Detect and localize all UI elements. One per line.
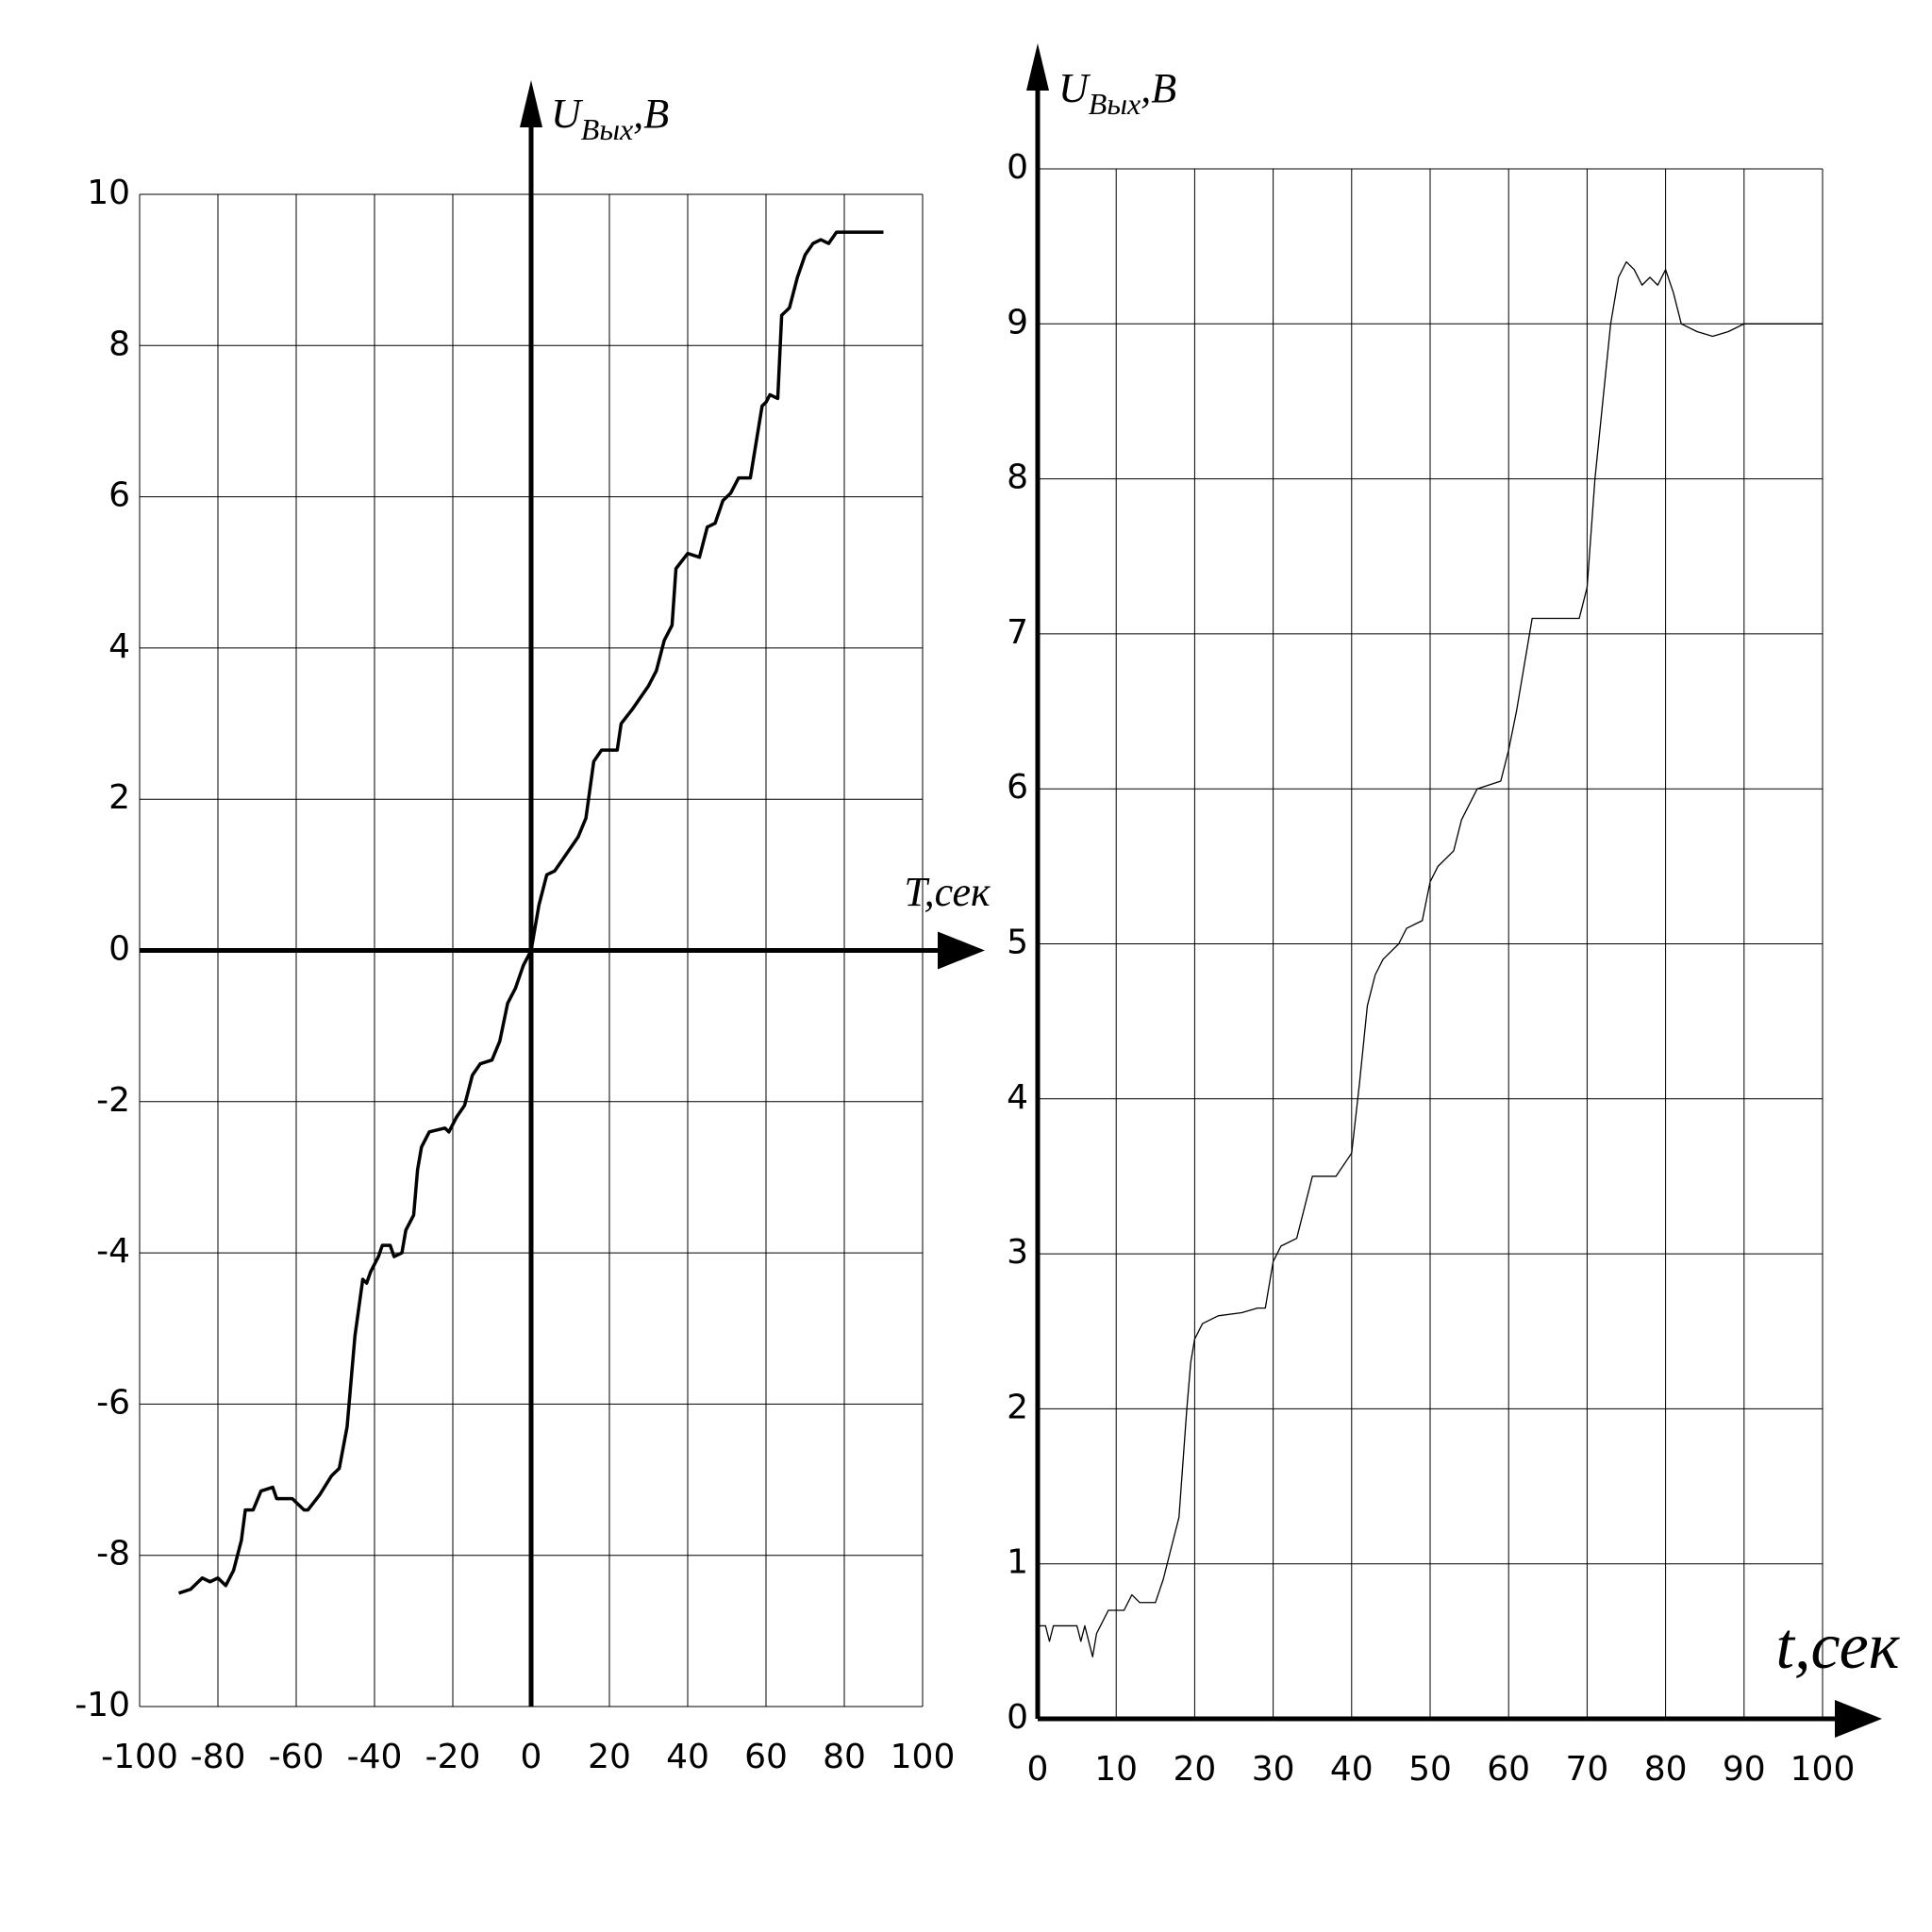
x-tick-label: 0 xyxy=(521,1738,542,1776)
x-tick-label: -60 xyxy=(269,1738,325,1776)
y-tick-label: 5 xyxy=(1007,924,1028,962)
x-tick-label: 100 xyxy=(1790,1750,1856,1789)
y-tick-label: -8 xyxy=(96,1535,130,1574)
y-tick-label: 4 xyxy=(1007,1078,1028,1117)
data-line xyxy=(177,230,884,1595)
y-tick-label: 2 xyxy=(1007,1388,1028,1426)
y-tick-label: 9 xyxy=(1007,303,1028,341)
y-tick-label: 10 xyxy=(87,174,130,212)
y-axis-label-part: U xyxy=(1058,65,1091,111)
x-tick-label: -20 xyxy=(425,1738,481,1776)
x-axis-arrow xyxy=(938,931,985,970)
y-axis-label-part: U xyxy=(551,91,584,137)
x-tick-label: 20 xyxy=(1173,1750,1216,1789)
chart: 0 10 20 30 40 50 60 70 80 90 10001234567890t,секUВ… xyxy=(1007,43,1901,1789)
y-tick-label: 6 xyxy=(1007,768,1028,807)
y-tick-label: 8 xyxy=(1007,458,1028,497)
y-tick-label: 0 xyxy=(108,930,130,969)
y-tick-label: 0 xyxy=(1007,148,1028,187)
x-tick-label: 10 xyxy=(1094,1750,1138,1789)
x-tick-label: 30 xyxy=(1252,1750,1295,1789)
y-axis-label: UВых,В xyxy=(1058,65,1176,121)
y-tick-label: 6 xyxy=(108,476,130,515)
x-tick-label: 60 xyxy=(744,1738,788,1776)
y-tick-label: 2 xyxy=(108,778,130,817)
y-tick-label: 1 xyxy=(1007,1543,1028,1582)
x-tick-label: 20 xyxy=(588,1738,631,1776)
x-tick-label: 70 xyxy=(1565,1750,1608,1789)
y-axis-label-part: ,В xyxy=(1141,65,1176,111)
chart: -100 -80 -60 -40 -20 0 20 40 60 80 100-10-8-6-4-20… xyxy=(75,80,991,1776)
y-tick-label: -10 xyxy=(75,1686,130,1724)
data-line xyxy=(1038,260,1823,1657)
y-axis-label-part: ,В xyxy=(633,91,669,137)
x-tick-label: 40 xyxy=(1330,1750,1374,1789)
x-tick-label: -80 xyxy=(191,1738,246,1776)
y-tick-label: 7 xyxy=(1007,613,1028,652)
x-tick-label: 60 xyxy=(1487,1750,1530,1789)
y-tick-label: -6 xyxy=(96,1383,130,1422)
x-tick-label: 80 xyxy=(1644,1750,1688,1789)
y-axis-label: UВых,В xyxy=(551,91,669,146)
x-tick-label: 50 xyxy=(1408,1750,1452,1789)
y-axis-arrow xyxy=(520,80,542,127)
y-tick-label: 3 xyxy=(1007,1233,1028,1272)
y-tick-label: -4 xyxy=(96,1232,130,1271)
y-tick-label: 0 xyxy=(1007,1698,1028,1737)
y-axis-label-part: Вых xyxy=(581,112,633,146)
y-axis-arrow xyxy=(1026,43,1049,91)
x-tick-label: 90 xyxy=(1723,1750,1766,1789)
y-tick-label: 8 xyxy=(108,325,130,363)
x-axis-label: T,сек xyxy=(904,869,991,915)
x-tick-label: 40 xyxy=(666,1738,709,1776)
x-axis-arrow xyxy=(1835,1700,1882,1738)
x-tick-label: -40 xyxy=(347,1738,403,1776)
x-tick-label: 0 xyxy=(1027,1750,1049,1789)
x-tick-label: 100 xyxy=(891,1738,956,1776)
y-axis-label-part: Вых xyxy=(1089,87,1141,121)
x-tick-label: -100 xyxy=(101,1738,178,1776)
x-axis-label: t,сек xyxy=(1776,1610,1901,1683)
x-tick-label: 80 xyxy=(823,1738,866,1776)
y-tick-label: -2 xyxy=(96,1081,130,1120)
y-tick-label: 4 xyxy=(108,627,130,666)
